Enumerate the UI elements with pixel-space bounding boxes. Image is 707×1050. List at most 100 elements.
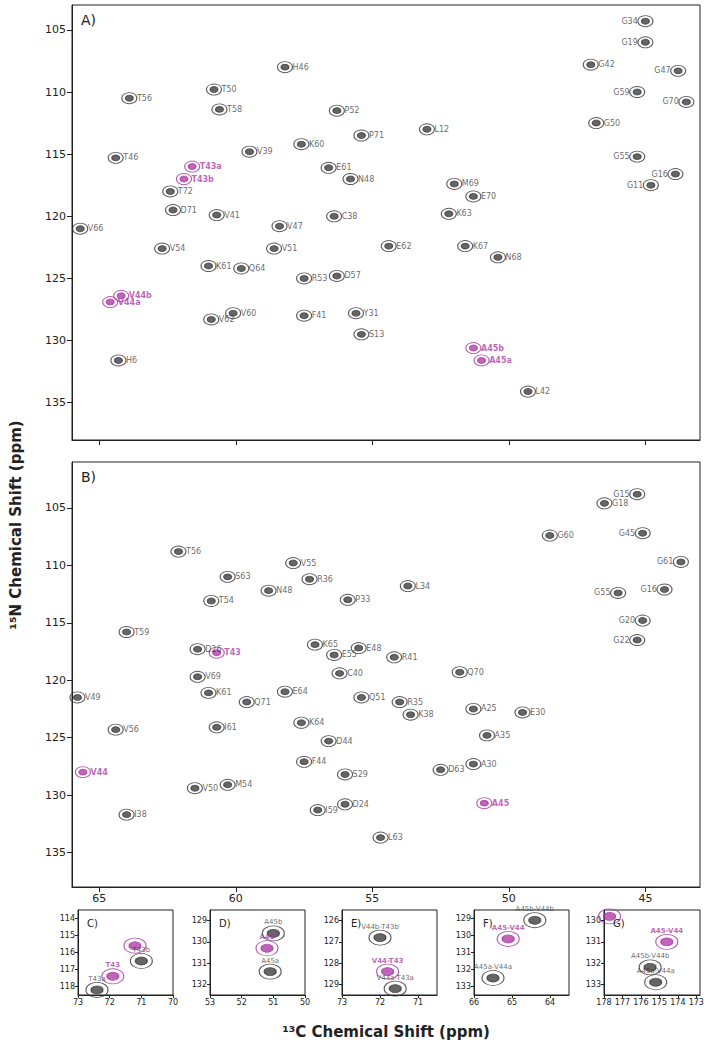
svg-text:V69: V69 <box>205 672 221 681</box>
svg-text:T50: T50 <box>221 85 237 94</box>
svg-text:G45: G45 <box>619 529 635 538</box>
svg-text:I59: I59 <box>325 806 338 815</box>
svg-text:131: 131 <box>192 959 207 968</box>
svg-text:G50: G50 <box>604 119 620 128</box>
svg-text:Q51: Q51 <box>369 693 385 702</box>
svg-text:K63: K63 <box>456 209 471 218</box>
svg-text:55: 55 <box>365 892 379 905</box>
svg-text:130: 130 <box>456 931 471 940</box>
svg-text:S29: S29 <box>353 770 368 779</box>
svg-text:A45-V44: A45-V44 <box>650 927 683 935</box>
svg-text:120: 120 <box>45 674 66 687</box>
svg-text:116: 116 <box>60 948 75 957</box>
svg-text:133: 133 <box>586 980 601 989</box>
svg-text:73: 73 <box>73 998 83 1007</box>
svg-text:130: 130 <box>192 937 207 946</box>
svg-text:131: 131 <box>456 948 471 957</box>
svg-text:G34: G34 <box>621 17 637 26</box>
svg-text:Y31: Y31 <box>363 309 379 318</box>
svg-text:S13: S13 <box>369 330 384 339</box>
svg-text:117: 117 <box>60 965 75 974</box>
svg-text:V44b: V44b <box>129 291 152 300</box>
svg-text:¹³C Chemical Shift (ppm): ¹³C Chemical Shift (ppm) <box>282 1023 490 1041</box>
svg-text:D44: D44 <box>336 737 352 746</box>
svg-text:127: 127 <box>324 937 339 946</box>
svg-text:T43: T43 <box>106 961 121 969</box>
svg-text:66: 66 <box>469 998 479 1007</box>
svg-text:133: 133 <box>456 982 471 991</box>
svg-text:64: 64 <box>545 998 555 1007</box>
svg-text:L34: L34 <box>415 582 430 591</box>
svg-text:P71: P71 <box>369 131 384 140</box>
svg-text:V54: V54 <box>170 244 186 253</box>
svg-text:G19: G19 <box>621 38 637 47</box>
svg-text:V47: V47 <box>287 222 303 231</box>
svg-text:A45a: A45a <box>489 356 512 365</box>
svg-text:L63: L63 <box>388 833 403 842</box>
svg-text:177: 177 <box>615 998 630 1007</box>
svg-text:129: 129 <box>324 980 339 989</box>
svg-text:G11: G11 <box>627 181 643 190</box>
svg-text:T59: T59 <box>133 628 149 637</box>
svg-text:P52: P52 <box>344 106 359 115</box>
svg-text:A45a-V44a: A45a-V44a <box>637 967 675 975</box>
svg-text:T43b: T43b <box>192 175 215 184</box>
svg-text:E55: E55 <box>342 650 357 659</box>
svg-text:128: 128 <box>324 959 339 968</box>
svg-text:V39: V39 <box>257 147 273 156</box>
svg-text:E64: E64 <box>293 687 308 696</box>
svg-text:E30: E30 <box>530 708 545 717</box>
svg-text:A25: A25 <box>481 704 497 713</box>
svg-text:175: 175 <box>652 998 667 1007</box>
svg-text:73: 73 <box>337 998 347 1007</box>
svg-text:132: 132 <box>456 965 471 974</box>
svg-text:118: 118 <box>60 982 75 991</box>
svg-text:A): A) <box>81 12 96 28</box>
svg-text:G47: G47 <box>654 66 670 75</box>
svg-text:G42: G42 <box>598 60 614 69</box>
svg-text:125: 125 <box>45 731 66 744</box>
svg-text:V56: V56 <box>123 725 139 734</box>
svg-text:E48: E48 <box>366 644 381 653</box>
svg-text:115: 115 <box>60 931 75 940</box>
svg-text:F41: F41 <box>312 311 327 320</box>
svg-text:T58: T58 <box>226 105 242 114</box>
svg-text:M69: M69 <box>462 179 479 188</box>
svg-text:L42: L42 <box>536 387 551 396</box>
svg-text:A45b: A45b <box>481 344 504 353</box>
svg-text:F): F) <box>483 918 493 929</box>
svg-text:174: 174 <box>670 998 685 1007</box>
svg-text:G55: G55 <box>594 588 610 597</box>
svg-text:A45-V44: A45-V44 <box>492 924 525 932</box>
svg-text:T43b: T43b <box>132 946 151 954</box>
svg-text:K61: K61 <box>216 262 231 271</box>
svg-text:¹⁵N Chemical Shift (ppm): ¹⁵N Chemical Shift (ppm) <box>7 420 25 629</box>
svg-text:V51: V51 <box>282 244 298 253</box>
svg-text:G70: G70 <box>662 97 678 106</box>
svg-text:G16: G16 <box>641 585 657 594</box>
svg-text:T54: T54 <box>218 596 234 605</box>
svg-text:D): D) <box>219 918 231 929</box>
svg-text:132: 132 <box>192 980 207 989</box>
svg-text:G22: G22 <box>613 636 629 645</box>
svg-text:A45a-V44a: A45a-V44a <box>474 963 512 971</box>
svg-text:G61: G61 <box>657 557 673 566</box>
svg-text:K38: K38 <box>418 710 433 719</box>
svg-text:A35: A35 <box>495 731 511 740</box>
svg-text:K67: K67 <box>473 242 488 251</box>
svg-text:D63: D63 <box>448 765 464 774</box>
svg-text:T56: T56 <box>136 94 152 103</box>
svg-text:I38: I38 <box>134 810 147 819</box>
svg-text:Q64: Q64 <box>249 264 265 273</box>
svg-text:50: 50 <box>300 998 310 1007</box>
svg-text:V44b-T43b: V44b-T43b <box>361 923 399 931</box>
svg-text:Q71: Q71 <box>254 698 270 707</box>
svg-text:72: 72 <box>375 998 385 1007</box>
svg-text:72: 72 <box>105 998 115 1007</box>
svg-text:G55: G55 <box>613 152 629 161</box>
svg-text:A30: A30 <box>481 760 497 769</box>
svg-text:A45a: A45a <box>261 957 279 965</box>
svg-text:V55: V55 <box>301 559 317 568</box>
svg-text:132: 132 <box>586 959 601 968</box>
svg-text:130: 130 <box>45 334 66 347</box>
